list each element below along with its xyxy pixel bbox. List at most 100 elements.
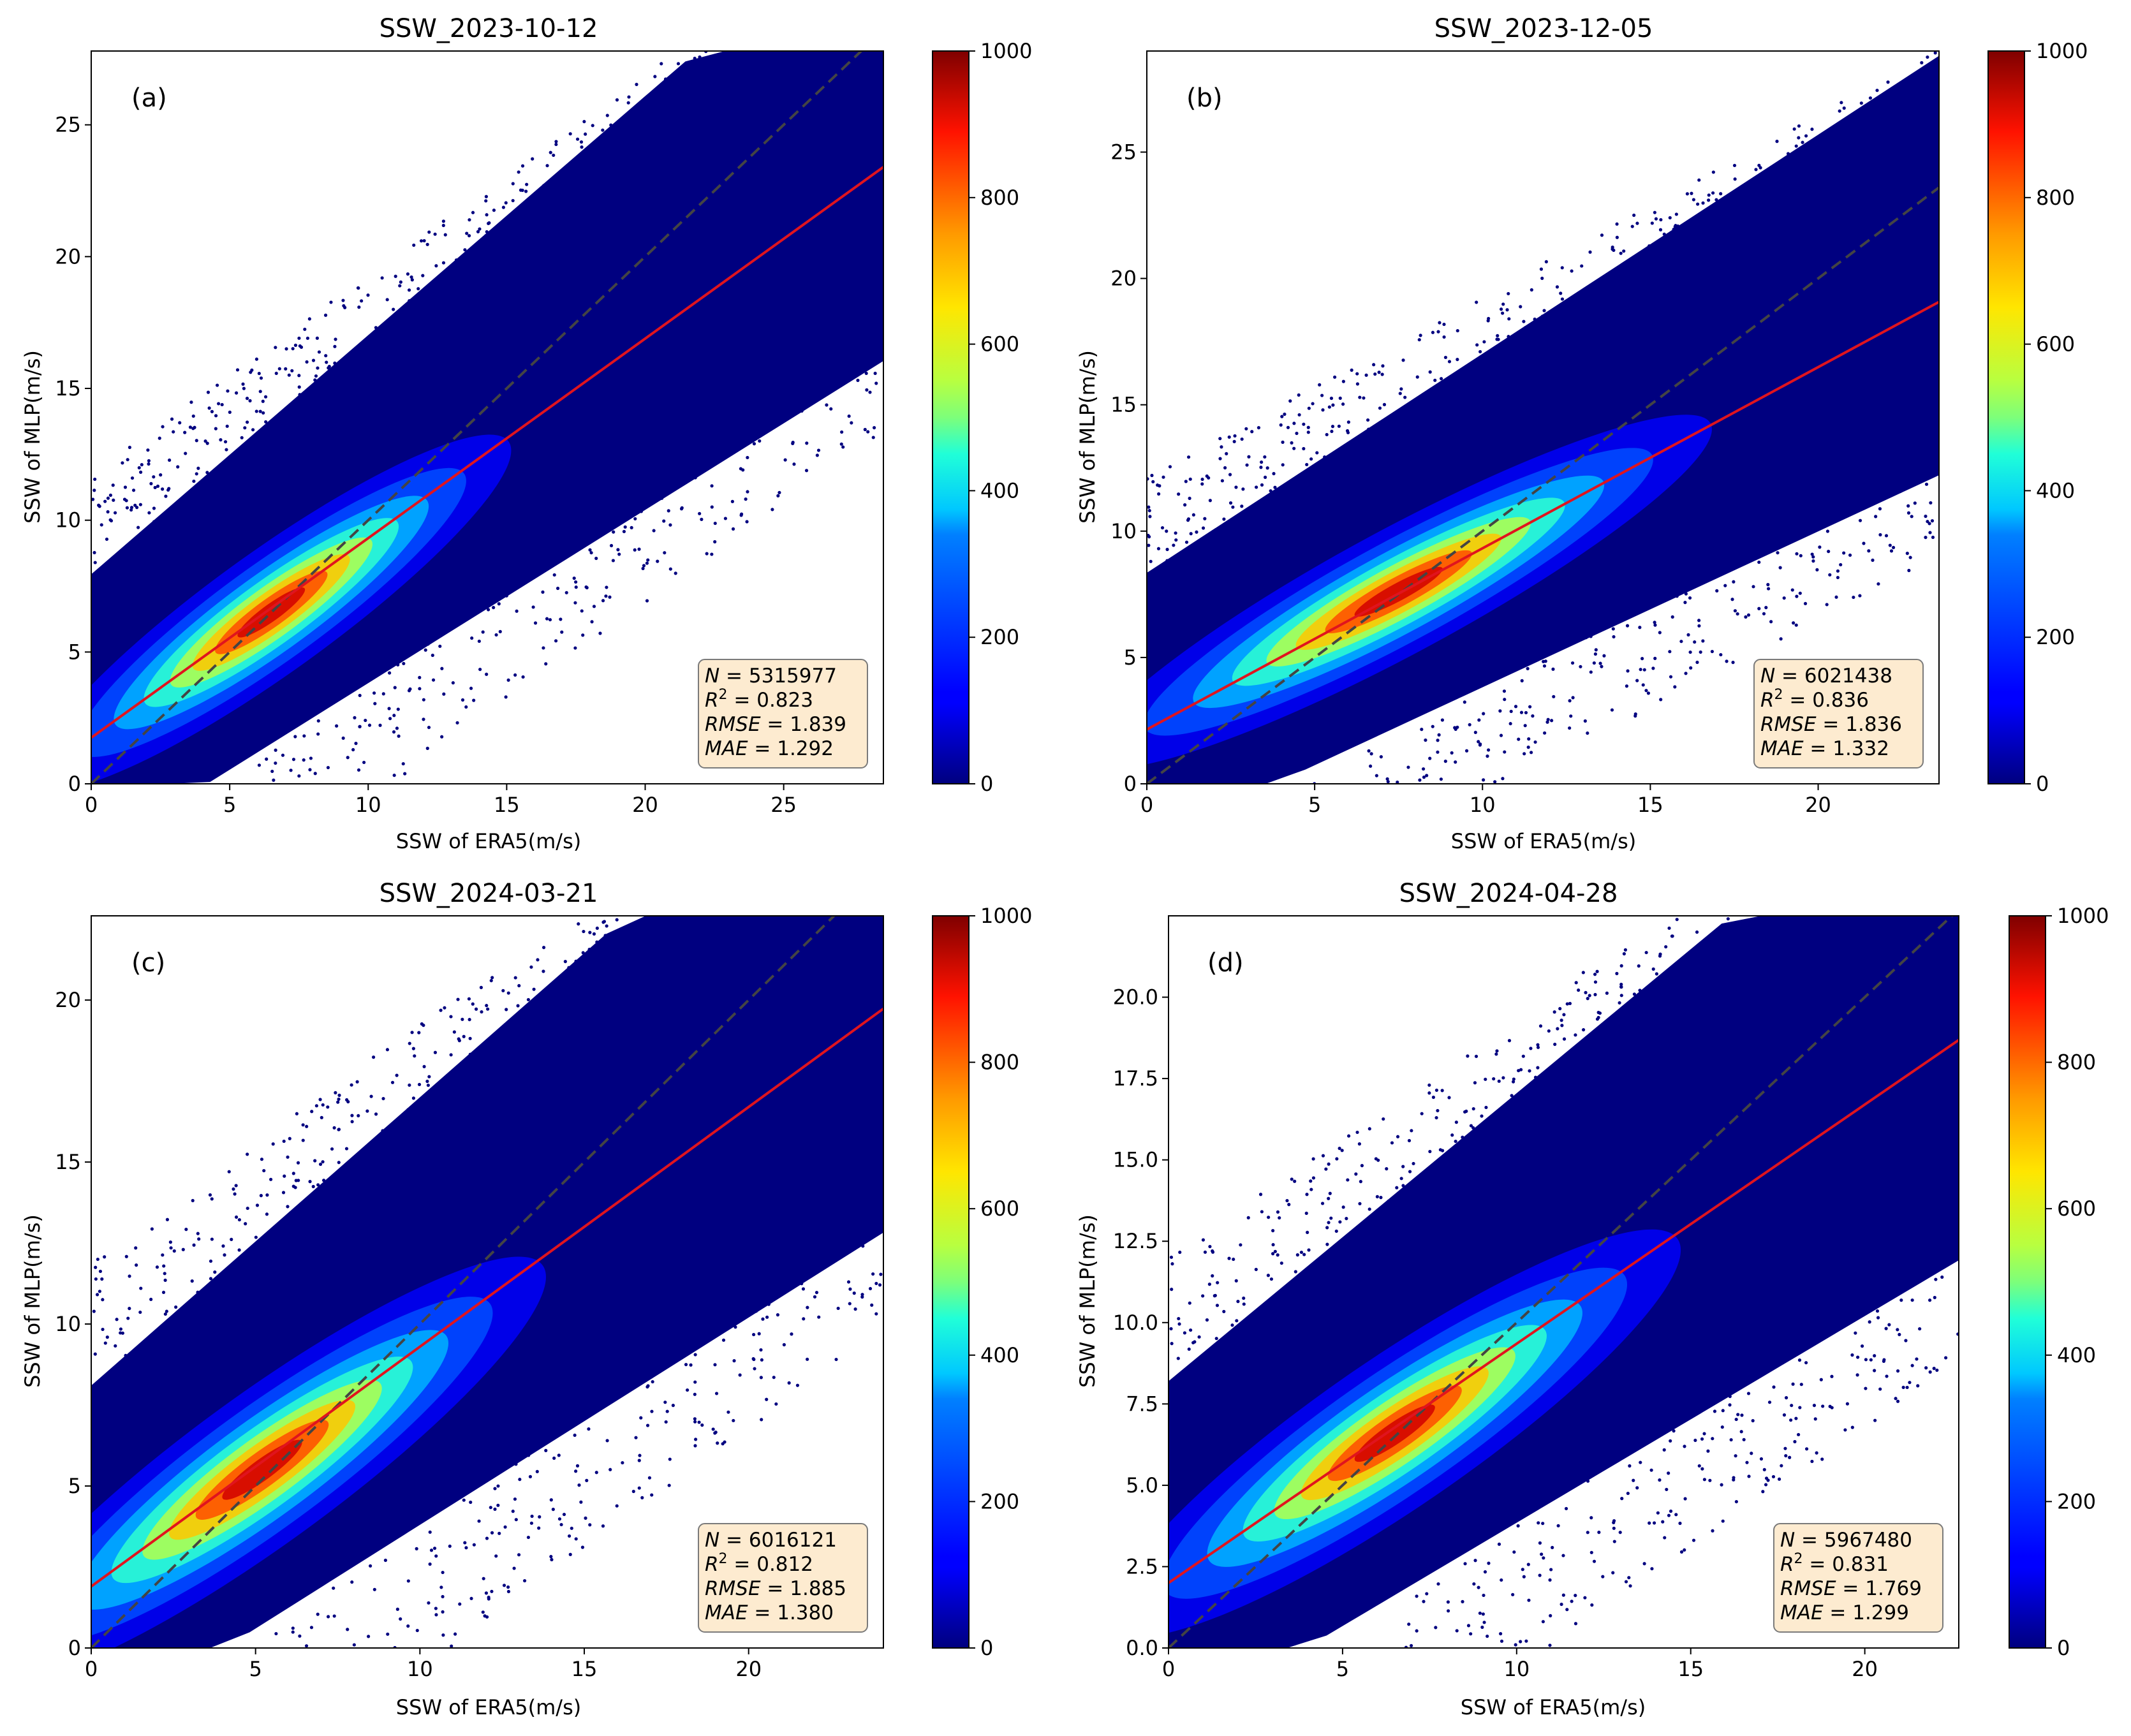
scatter-point (1514, 705, 1518, 709)
scatter-point (1842, 106, 1846, 110)
scatter-point (169, 1246, 173, 1250)
scatter-point (1341, 402, 1345, 406)
scatter-point (1304, 1293, 1308, 1297)
scatter-point (383, 1558, 388, 1563)
scatter-point (800, 1267, 804, 1272)
scatter-point (1593, 295, 1597, 298)
scatter-point (486, 298, 490, 302)
scatter-point (1767, 587, 1771, 591)
scatter-point (1157, 492, 1161, 496)
scatter-point (1380, 372, 1384, 376)
scatter-point (1646, 257, 1651, 261)
scatter-point (461, 281, 465, 286)
scatter-point (329, 300, 333, 304)
scatter-point (503, 1525, 507, 1529)
scatter-point (1855, 198, 1859, 202)
scatter-point (1545, 720, 1549, 724)
scatter-point (253, 1281, 257, 1284)
scatter-point (317, 350, 321, 354)
scatter-point (371, 1056, 376, 1059)
scatter-point (1762, 1468, 1766, 1471)
scatter-point (1447, 378, 1451, 381)
scatter-point (1825, 603, 1829, 607)
scatter-point (208, 1193, 212, 1197)
scatter-point (1688, 596, 1692, 600)
scatter-point (1876, 161, 1880, 166)
scatter-point (1314, 487, 1318, 490)
scatter-point (297, 774, 301, 778)
scatter-point (661, 916, 666, 920)
scatter-point (489, 978, 493, 983)
scatter-point (1422, 776, 1426, 779)
scatter-point (1367, 749, 1371, 753)
scatter-point (472, 1543, 476, 1547)
scatter-point (1207, 476, 1211, 480)
scatter-point (1734, 265, 1738, 269)
scatter-point (611, 559, 616, 563)
scatter-point (1267, 1216, 1271, 1219)
scatter-point (693, 1380, 697, 1384)
x-tick-label: 15 (1637, 793, 1663, 817)
scatter-point (149, 1297, 153, 1302)
scatter-point (1730, 1385, 1734, 1388)
scatter-point (758, 439, 762, 443)
scatter-point (467, 1094, 471, 1098)
scatter-point (592, 536, 596, 540)
scatter-point (1852, 595, 1855, 600)
scatter-point (1230, 1323, 1234, 1327)
scatter-point (411, 331, 415, 335)
scatter-point (1184, 480, 1188, 483)
scatter-point (165, 1309, 168, 1313)
scatter-point (1217, 1348, 1221, 1353)
scatter-point (1733, 609, 1737, 613)
scatter-point (291, 1184, 295, 1188)
scatter-point (1644, 689, 1648, 693)
scatter-point (438, 644, 442, 648)
scatter-point (815, 453, 819, 457)
scatter-point (591, 960, 595, 964)
scatter-point (406, 1624, 410, 1628)
scatter-point (577, 922, 580, 926)
scatter-point (1208, 499, 1212, 503)
scatter-point (1436, 739, 1440, 742)
scatter-point (489, 1506, 492, 1510)
scatter-point (1340, 1149, 1344, 1152)
scatter-point (642, 166, 645, 170)
scatter-point (763, 88, 767, 92)
scatter-point (521, 675, 525, 679)
scatter-point (209, 1259, 213, 1263)
scatter-point (350, 1083, 353, 1087)
scatter-point (649, 947, 653, 952)
scatter-point (1327, 405, 1331, 409)
scatter-point (1628, 1464, 1632, 1468)
scatter-point (616, 548, 620, 552)
scatter-point (506, 1585, 510, 1589)
scatter-point (1619, 251, 1623, 255)
scatter-point (408, 1126, 411, 1129)
scatter-point (1797, 136, 1801, 140)
scatter-point (409, 301, 413, 305)
scatter-point (529, 965, 533, 969)
scatter-point (1901, 1385, 1905, 1389)
colorbar-tick-label: 0 (2057, 1636, 2070, 1660)
scatter-point (1727, 997, 1731, 1001)
scatter-point (605, 114, 609, 117)
scatter-point (385, 298, 389, 302)
scatter-point (1463, 1562, 1467, 1566)
scatter-point (1244, 427, 1248, 430)
scatter-point (566, 1057, 570, 1061)
scatter-point (725, 77, 729, 80)
scatter-point (815, 1290, 819, 1295)
scatter-point (1559, 291, 1563, 295)
scatter-point (637, 547, 641, 551)
scatter-point (619, 518, 623, 522)
scatter-point (1829, 935, 1832, 939)
scatter-point (1819, 1378, 1823, 1381)
scatter-point (589, 551, 593, 555)
scatter-point (1789, 1418, 1793, 1422)
scatter-point (1401, 1184, 1405, 1188)
scatter-point (317, 394, 321, 397)
scatter-point (248, 399, 252, 403)
scatter-point (1732, 1478, 1736, 1482)
